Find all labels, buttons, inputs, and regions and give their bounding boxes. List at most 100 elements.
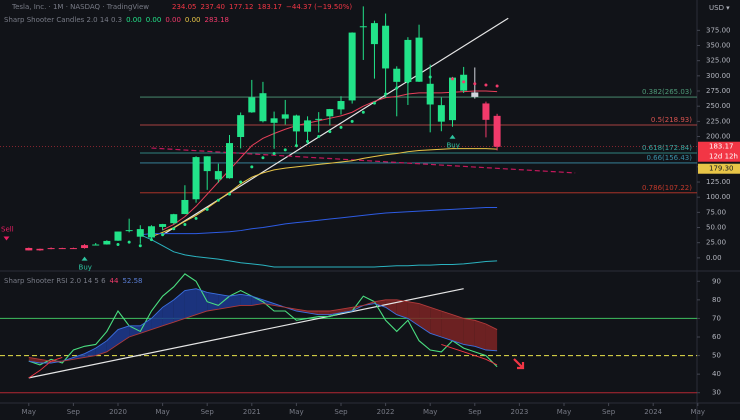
y-tick-label: 375.00 (706, 26, 731, 34)
candle-body (125, 230, 133, 232)
y-tick-label: 25.00 (706, 239, 726, 247)
rsi-cloud (396, 299, 408, 319)
candle-body (81, 245, 89, 249)
candle-body (315, 118, 323, 120)
candle-body (226, 143, 233, 179)
symbol-title: Tesla, Inc. · 1M · NASDAQ · TradingView (11, 3, 149, 11)
candle-body (382, 25, 390, 69)
sar-dot (272, 152, 276, 156)
candle-body (449, 77, 456, 121)
sar-dot (484, 83, 488, 87)
sar-dot (127, 240, 131, 244)
sar-dot (306, 139, 310, 143)
rsi-line (28, 273, 498, 368)
trendline (28, 288, 464, 379)
y-tick-label: 50 (712, 352, 721, 360)
rsi-cloud (318, 311, 330, 315)
rsi-cloud (296, 309, 308, 313)
rsi-cloud (329, 309, 341, 315)
y-tick-label: 275.00 (706, 87, 731, 95)
sar-dot (372, 101, 376, 105)
rsi-cloud (218, 294, 230, 310)
sar-dot (138, 244, 142, 248)
indicator-reading: 283.18 (205, 16, 230, 24)
x-tick-label: May (423, 408, 437, 416)
y-tick-label: 125.00 (706, 178, 731, 186)
signal-marker (81, 256, 88, 261)
sar-dot (161, 233, 165, 237)
candle-body (471, 92, 479, 97)
sar-dot (495, 84, 499, 88)
sar-dot (361, 110, 365, 114)
rsi-line (28, 344, 498, 379)
rsi-cloud (196, 288, 208, 315)
y-tick-label: 80 (712, 296, 721, 304)
indicator-name: Sharp Shooter RSI 2.0 14 5 6 (4, 277, 106, 285)
candle-body (47, 248, 55, 250)
candle-body (259, 93, 267, 122)
x-tick-label: May (289, 408, 303, 416)
rsi-cloud (95, 340, 107, 356)
candle-body (25, 247, 33, 251)
candle-body (36, 248, 44, 251)
rsi-cloud (229, 294, 241, 308)
sar-dot (183, 222, 187, 226)
rsi-cloud (341, 307, 353, 313)
rsi-cloud (140, 318, 152, 334)
y-tick-label: 350.00 (706, 42, 731, 50)
ohlc-value: 237.40 (201, 3, 226, 11)
x-tick-label: Sep (468, 408, 482, 416)
trendline (151, 147, 576, 174)
candle-body (92, 244, 100, 246)
signal-label: Sell (1, 226, 14, 234)
indicator-title: Sharp Shooter RSI 2.0 14 5 6 44 52.58 (4, 277, 143, 285)
rsi-cloud (441, 311, 453, 341)
price-tag-label: 179.30 (709, 165, 734, 173)
rsi-cloud (173, 290, 185, 323)
candle-body (203, 156, 211, 172)
candle-body (214, 171, 222, 180)
signal-marker (3, 236, 10, 241)
rsi-line (28, 288, 498, 364)
rsi-cloud (207, 292, 219, 311)
x-tick-label: 2021 (243, 408, 261, 416)
rsi-cloud (151, 307, 163, 330)
rsi-cloud (84, 348, 96, 358)
x-tick-label: May (557, 408, 571, 416)
rsi-cloud (419, 303, 431, 334)
signal-label: Buy (447, 142, 460, 150)
x-tick-label: May (155, 408, 169, 416)
indicator-line (140, 207, 498, 236)
indicator-reading: 0.00 (146, 16, 162, 24)
ohlc-value: 177.12 (229, 3, 254, 11)
y-tick-label: 250.00 (706, 102, 731, 110)
candle-body (270, 118, 278, 123)
y-tick-label: 60 (712, 333, 721, 341)
sar-dot (294, 144, 298, 148)
sar-dot (228, 192, 231, 196)
indicator-name: Sharp Shooter Candles 2.0 14 0.3 (4, 16, 122, 24)
indicator-line (151, 148, 498, 238)
sar-dot (172, 227, 176, 231)
candle-body (337, 101, 345, 110)
rsi-line (28, 299, 498, 362)
candle-body (159, 224, 167, 227)
sar-dot (339, 125, 343, 129)
x-tick-label: Sep (602, 408, 616, 416)
x-tick-label: May (691, 408, 705, 416)
y-tick-label: 70 (712, 314, 721, 322)
rsi-cloud (307, 311, 319, 315)
y-tick-label: 225.00 (706, 117, 731, 125)
fib-label: 0.786(107.22) (642, 184, 692, 192)
y-tick-label: 325.00 (706, 57, 731, 65)
signal-label: Buy (79, 264, 92, 272)
arrow-icon (513, 358, 525, 370)
y-tick-label: 75.00 (706, 208, 726, 216)
candle-body (69, 248, 77, 250)
indicator-title: Sharp Shooter Candles 2.0 14 0.3 0.00 0.00… (4, 16, 229, 24)
ohlc-value: 183.17 (258, 3, 283, 11)
candle-body (415, 37, 423, 82)
rsi-cloud (118, 325, 130, 345)
